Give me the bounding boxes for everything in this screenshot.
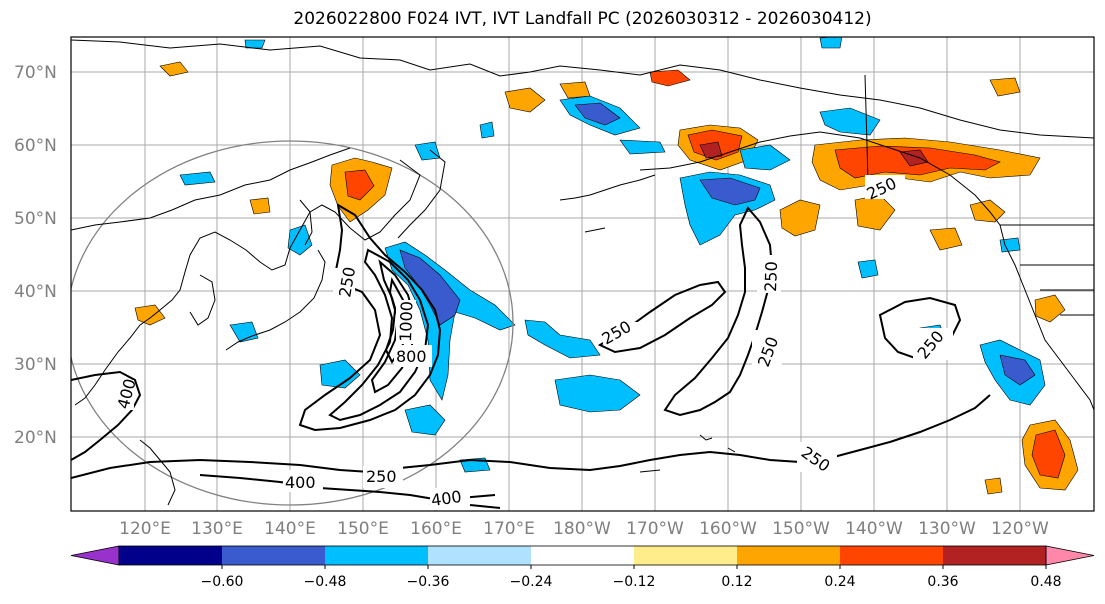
coastlines (71, 39, 1094, 506)
colorbar-tick-label: −0.48 (304, 574, 347, 590)
lat-label: 40°N (14, 282, 57, 302)
colorbar: −0.60 −0.48 −0.36 −0.24 −0.12 0.12 0.24 0.36 0.4… (70, 545, 1095, 590)
contour-label: 400 (285, 473, 316, 492)
lon-label: 160°W (699, 519, 757, 539)
lon-label: 160°E (410, 519, 462, 539)
reference-circle (71, 140, 514, 506)
lon-label: 140°W (845, 519, 903, 539)
colorbar-tick-label: −0.24 (510, 574, 553, 590)
contour-label-group: 250 250 250 250 250 250 250 250 400 400 … (112, 173, 953, 510)
lat-label: 60°N (14, 136, 57, 156)
colorbar-extend-right (1045, 545, 1095, 566)
lat-label: 70°N (14, 63, 57, 83)
map-frame (70, 36, 1095, 512)
colorbar-tick-label: 0.48 (1030, 574, 1061, 590)
colorbar-box (737, 546, 841, 565)
lon-label: 130°E (191, 519, 243, 539)
colorbar-box (531, 546, 635, 565)
colorbar-tick-label: 0.12 (721, 574, 752, 590)
lon-label: 130°W (918, 519, 976, 539)
colorbar-tick-label: 0.36 (927, 574, 958, 590)
colorbar-outline (118, 545, 1047, 566)
colorbar-box (428, 546, 532, 565)
contour-label: 250 (761, 261, 781, 292)
latitude-labels: 70°N 60°N 50°N 40°N 30°N 20°N (14, 63, 57, 448)
colorbar-tick-label: −0.60 (201, 574, 244, 590)
colorbar-box (840, 546, 944, 565)
lon-label: 170°E (483, 519, 535, 539)
lon-label: 150°W (772, 519, 830, 539)
contour-label: 1000 (396, 301, 416, 342)
colorbar-box (325, 546, 429, 565)
negative-shading (179, 37, 1046, 473)
colorbar-extend-left (70, 545, 120, 566)
colorbar-box (634, 546, 738, 565)
colorbar-box (119, 546, 223, 565)
longitude-labels: 120°E 130°E 140°E 150°E 160°E 170°E 180°… (119, 519, 1049, 539)
lon-label: 170°W (626, 519, 684, 539)
colorbar-tick-label: 0.24 (824, 574, 855, 590)
contour-label: 800 (396, 347, 427, 366)
map-title: 2026022800 F024 IVT, IVT Landfall PC (20… (293, 9, 872, 29)
lon-label: 180°W (553, 519, 611, 539)
lon-label: 120°E (119, 519, 171, 539)
lon-label: 140°E (264, 519, 316, 539)
lat-label: 20°N (14, 428, 57, 448)
lat-label: 30°N (14, 355, 57, 375)
colorbar-tick-label: −0.12 (613, 574, 656, 590)
colorbar-box (943, 546, 1047, 565)
lon-label: 120°W (991, 519, 1049, 539)
contour-label: 250 (366, 467, 397, 486)
lat-label: 50°N (14, 209, 57, 229)
lon-label: 150°E (337, 519, 389, 539)
colorbar-box (222, 546, 326, 565)
contour-label: 400 (430, 487, 463, 510)
colorbar-tick-label: −0.36 (407, 574, 450, 590)
